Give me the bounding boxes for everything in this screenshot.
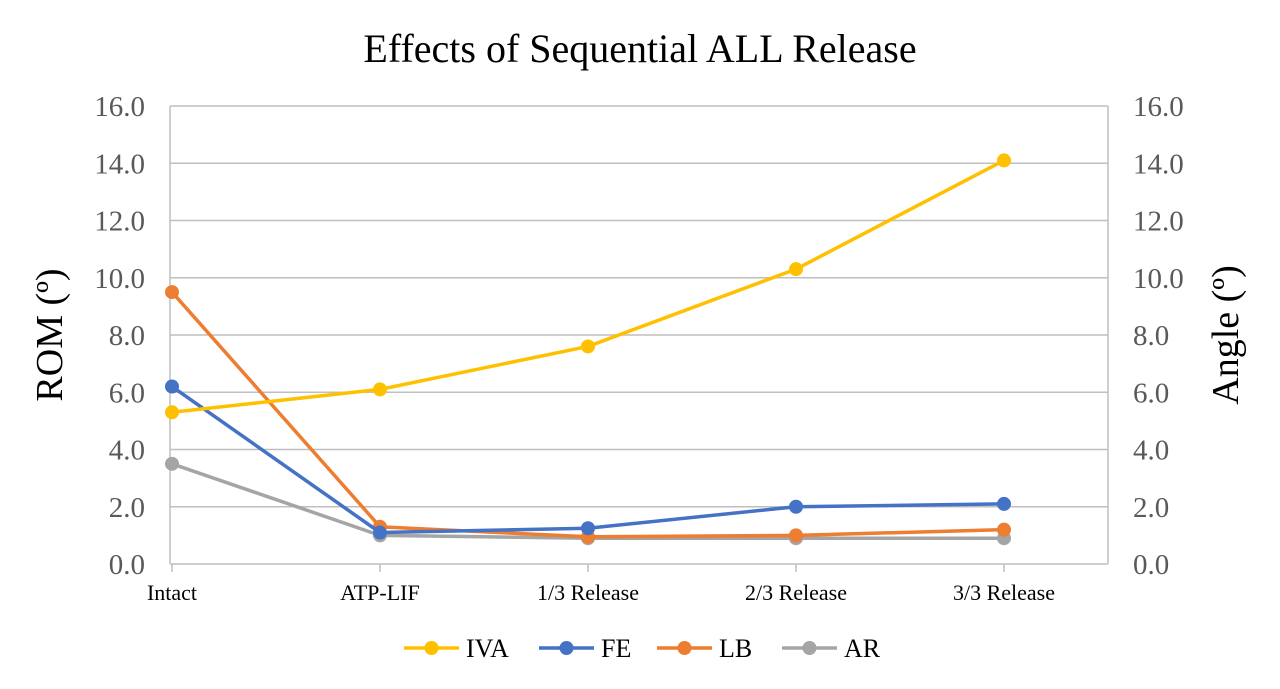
y-tick-label-left: 14.0 [94, 148, 145, 180]
y-tick-label-right: 10.0 [1133, 263, 1184, 295]
legend-label: IVA [466, 634, 509, 663]
y-tick-label-right: 12.0 [1133, 206, 1184, 238]
legend-swatch-marker [802, 641, 817, 655]
y-tick-label-left: 2.0 [109, 492, 145, 524]
series-line-fe [170, 385, 1005, 535]
data-point-iva [997, 153, 1011, 168]
data-point-fe [373, 525, 387, 540]
legend-label: FE [601, 634, 631, 663]
data-point-lb [997, 522, 1011, 537]
data-point-lb [789, 528, 803, 543]
y-tick-label-right: 6.0 [1133, 377, 1169, 409]
y-axis-right-title: Angle (º) [1205, 265, 1247, 404]
legend-label: LB [719, 634, 752, 663]
y-tick-label-left: 12.0 [94, 206, 145, 238]
data-point-iva [581, 339, 595, 354]
y-tick-label-right: 8.0 [1133, 320, 1169, 352]
legend-item-lb: LB [657, 634, 752, 663]
series-fe [165, 379, 1011, 540]
series-layer [165, 153, 1011, 546]
legend-swatch-marker [677, 641, 692, 655]
data-point-fe [581, 521, 595, 536]
legend: IVA FE LB AR [404, 634, 881, 663]
legend-item-iva: IVA [404, 634, 509, 663]
y-tick-label-right: 16.0 [1133, 91, 1184, 123]
legend-swatch-marker [424, 641, 439, 655]
x-axis-ticks: Intact ATP-LIF 1/3 Release 2/3 Release 3/3 R… [147, 580, 1055, 605]
chart-title: Effects of Sequential ALL Release [363, 26, 916, 71]
y-tick-label-right: 2.0 [1133, 492, 1169, 524]
x-tick-label: ATP-LIF [340, 580, 419, 605]
legend-item-fe: FE [539, 634, 631, 663]
legend-item-ar: AR [782, 634, 881, 663]
y-tick-label-left: 6.0 [109, 377, 145, 409]
data-point-iva [165, 405, 179, 420]
series-iva [165, 153, 1011, 420]
data-point-fe [789, 499, 803, 514]
legend-label: AR [844, 634, 881, 663]
series-line-iva [171, 158, 1005, 415]
x-tick-label: 1/3 Release [537, 580, 639, 605]
data-point-fe [165, 379, 179, 394]
y-tick-label-left: 8.0 [109, 320, 145, 352]
series-line-lb [170, 290, 1005, 539]
x-tick-label: 2/3 Release [745, 580, 847, 605]
legend-swatch-marker [559, 641, 574, 655]
data-point-ar [165, 456, 179, 471]
data-point-fe [997, 496, 1011, 511]
y-tick-label-right: 0.0 [1133, 549, 1169, 581]
y-tick-label-right: 14.0 [1133, 148, 1184, 180]
data-point-iva [789, 262, 803, 277]
y-axis-left-ticks: 0.0 2.0 4.0 6.0 8.0 10.0 12.0 14.0 16.0 [94, 91, 145, 581]
y-tick-label-left: 10.0 [94, 263, 145, 295]
x-tick-label: 3/3 Release [953, 580, 1055, 605]
axes [169, 106, 1109, 572]
x-tick-label: Intact [147, 580, 197, 605]
y-tick-label-left: 0.0 [109, 549, 145, 581]
gridlines [170, 105, 1108, 565]
data-point-iva [373, 382, 387, 397]
y-axis-left-title: ROM (º) [29, 268, 71, 401]
y-tick-label-right: 4.0 [1133, 435, 1169, 467]
y-axis-right-ticks: 0.0 2.0 4.0 6.0 8.0 10.0 12.0 14.0 16.0 [1133, 91, 1184, 581]
y-tick-label-left: 16.0 [94, 91, 145, 123]
data-point-lb [165, 285, 179, 300]
y-tick-label-left: 4.0 [109, 435, 145, 467]
